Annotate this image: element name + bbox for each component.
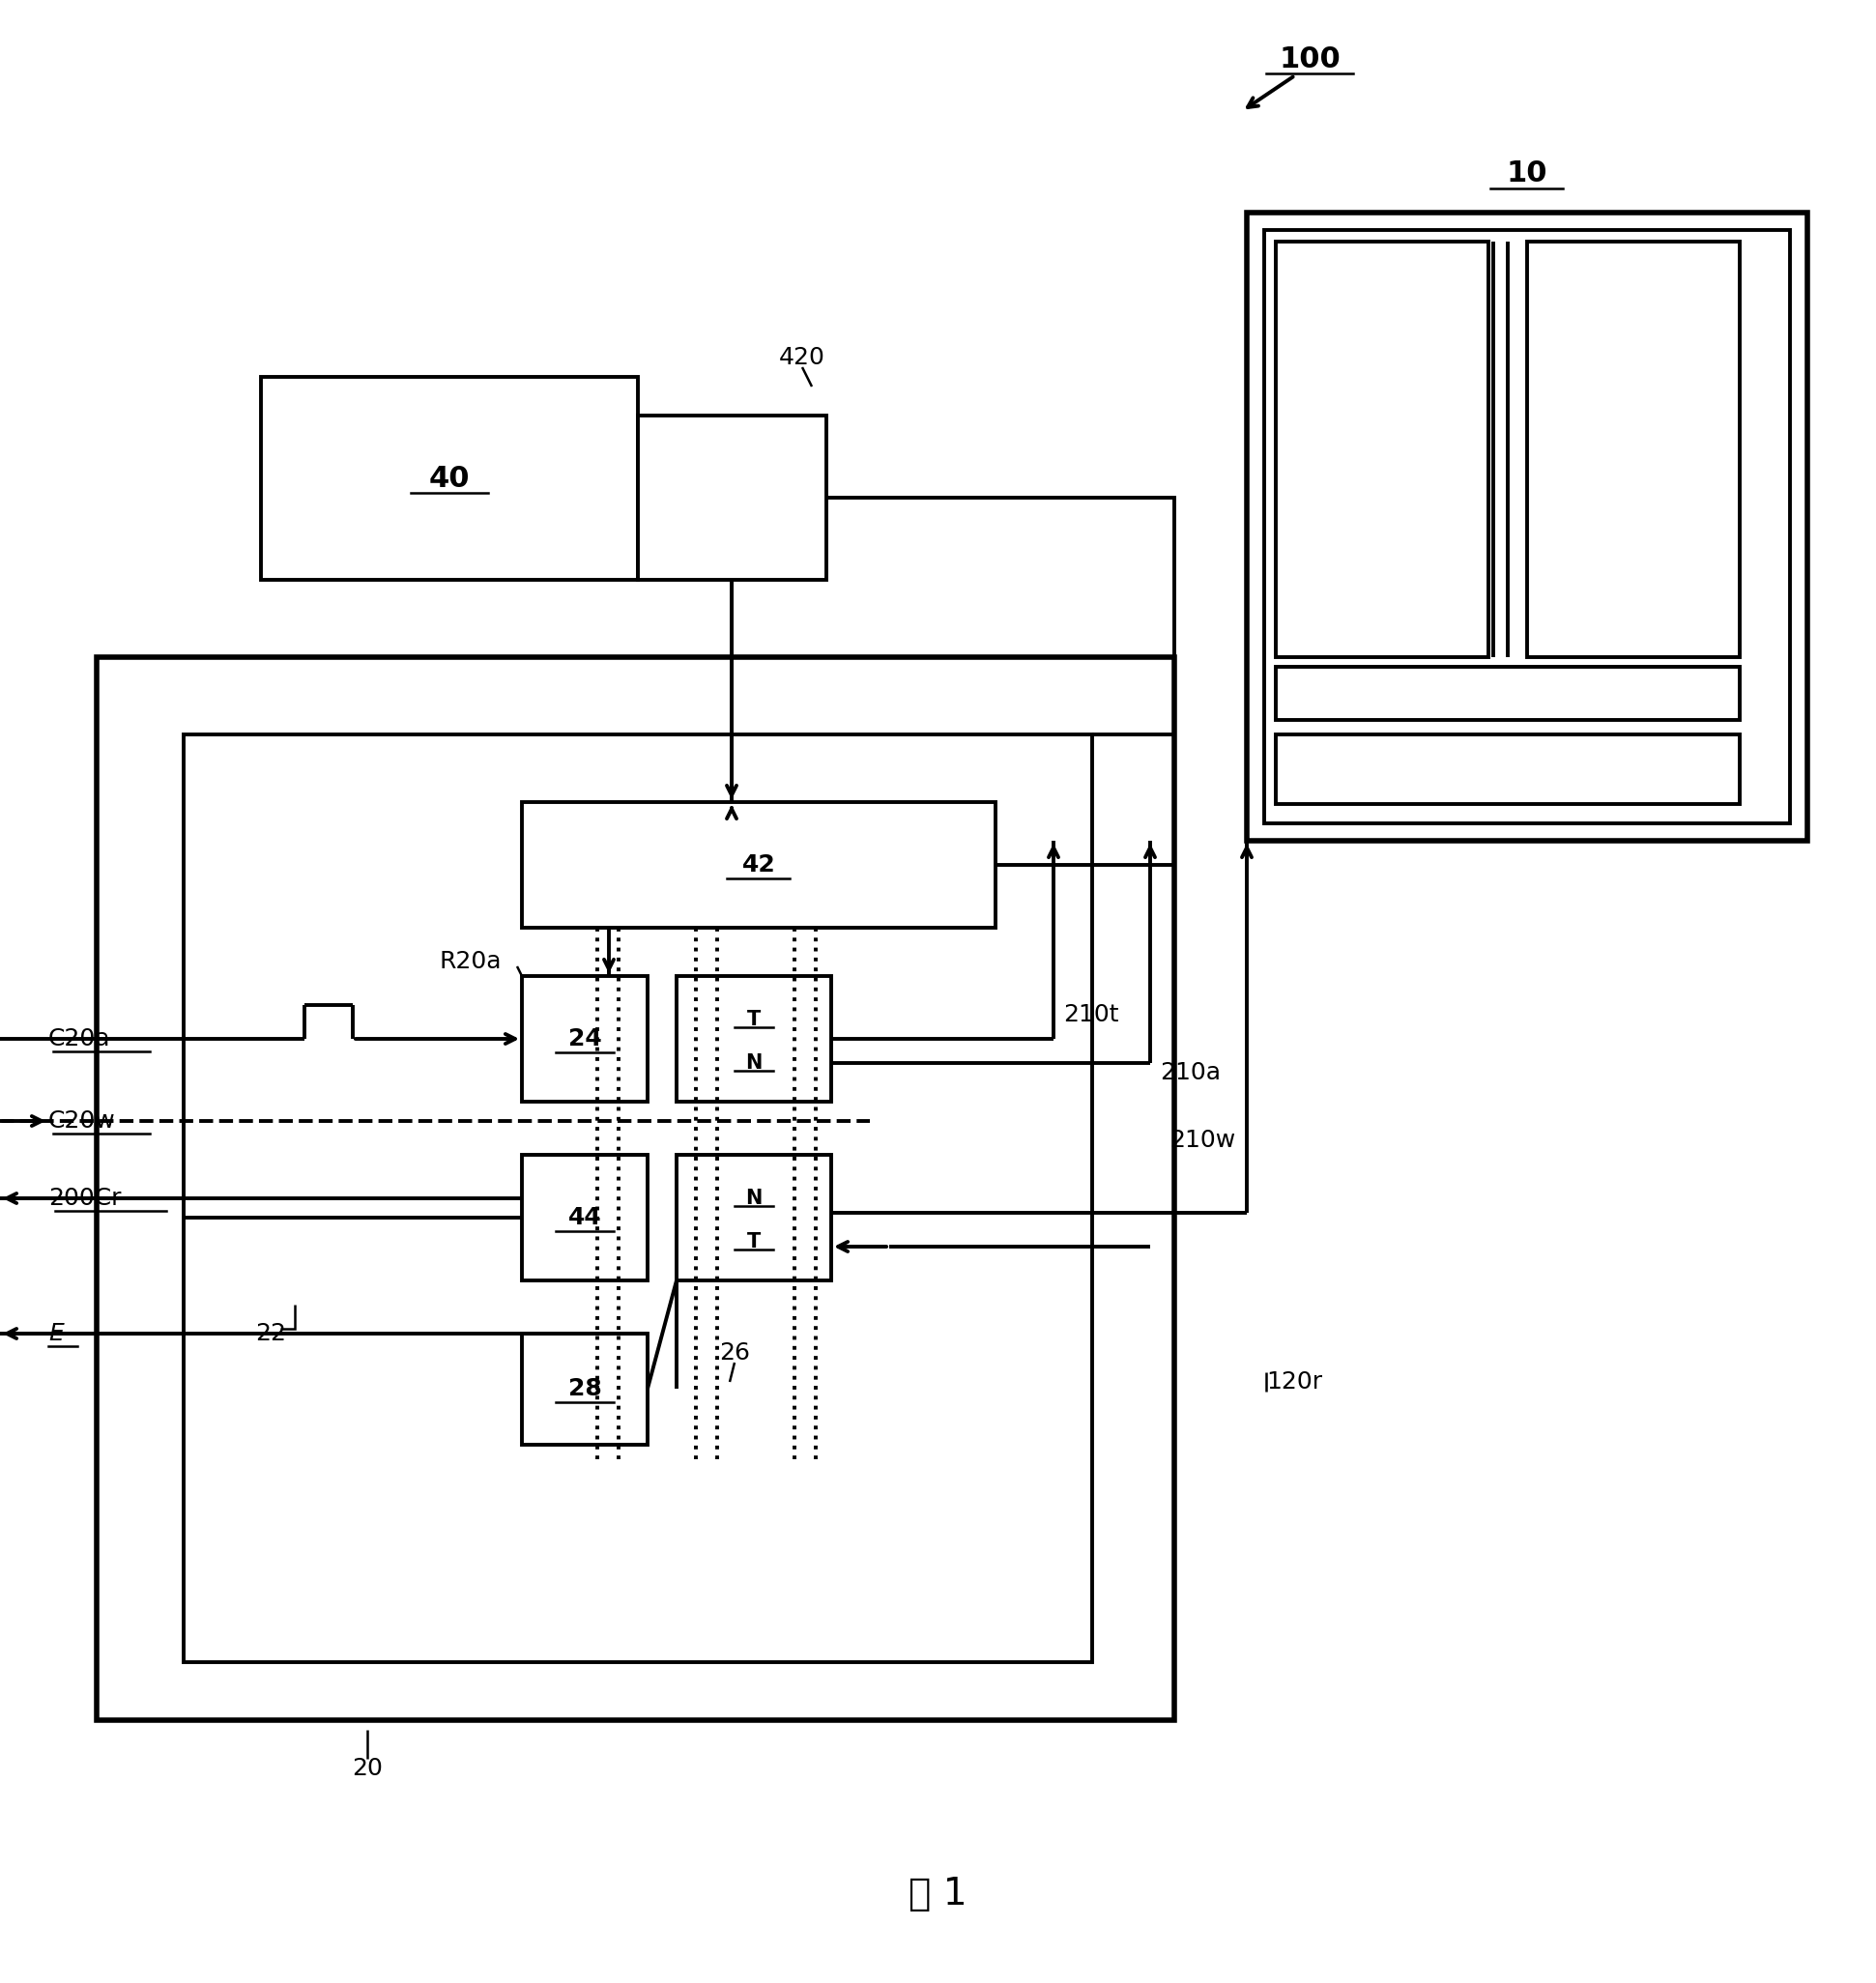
- Bar: [522, 801, 996, 928]
- Text: 40: 40: [430, 464, 471, 492]
- Bar: [1527, 242, 1739, 656]
- Text: 20: 20: [353, 1757, 383, 1781]
- Text: 42: 42: [741, 853, 775, 876]
- Text: 图 1: 图 1: [908, 1876, 966, 1912]
- Bar: [1276, 242, 1488, 656]
- Text: 24: 24: [568, 1027, 602, 1051]
- Bar: [522, 1154, 647, 1281]
- Text: 210t: 210t: [1064, 1003, 1118, 1027]
- Bar: [184, 734, 1092, 1662]
- Text: T: T: [747, 1231, 762, 1251]
- Bar: [522, 1335, 647, 1446]
- Text: 210a: 210a: [1159, 1061, 1221, 1085]
- Text: E: E: [49, 1323, 64, 1344]
- Bar: [522, 976, 647, 1103]
- Bar: [1276, 734, 1739, 803]
- Text: C20w: C20w: [49, 1108, 116, 1132]
- Text: 420: 420: [779, 345, 825, 369]
- Bar: [1276, 666, 1739, 720]
- Text: N: N: [745, 1188, 762, 1208]
- Text: 200Cr: 200Cr: [49, 1186, 122, 1210]
- Text: 44: 44: [568, 1206, 602, 1229]
- Text: 210w: 210w: [1169, 1128, 1236, 1152]
- Text: 28: 28: [568, 1376, 602, 1400]
- Bar: [98, 656, 1174, 1719]
- Text: T: T: [747, 1009, 762, 1029]
- Bar: [677, 1154, 831, 1281]
- Text: 22: 22: [255, 1323, 285, 1344]
- Bar: [1264, 230, 1790, 823]
- Text: 120r: 120r: [1266, 1370, 1323, 1394]
- Text: 10: 10: [1506, 161, 1548, 188]
- Bar: [261, 377, 638, 579]
- Bar: [638, 416, 825, 579]
- Text: R20a: R20a: [439, 950, 503, 974]
- Text: C20a: C20a: [49, 1027, 111, 1051]
- Text: 100: 100: [1279, 46, 1341, 73]
- Bar: [1248, 212, 1807, 841]
- Text: N: N: [745, 1053, 762, 1073]
- Bar: [677, 976, 831, 1103]
- Text: 26: 26: [719, 1341, 750, 1364]
